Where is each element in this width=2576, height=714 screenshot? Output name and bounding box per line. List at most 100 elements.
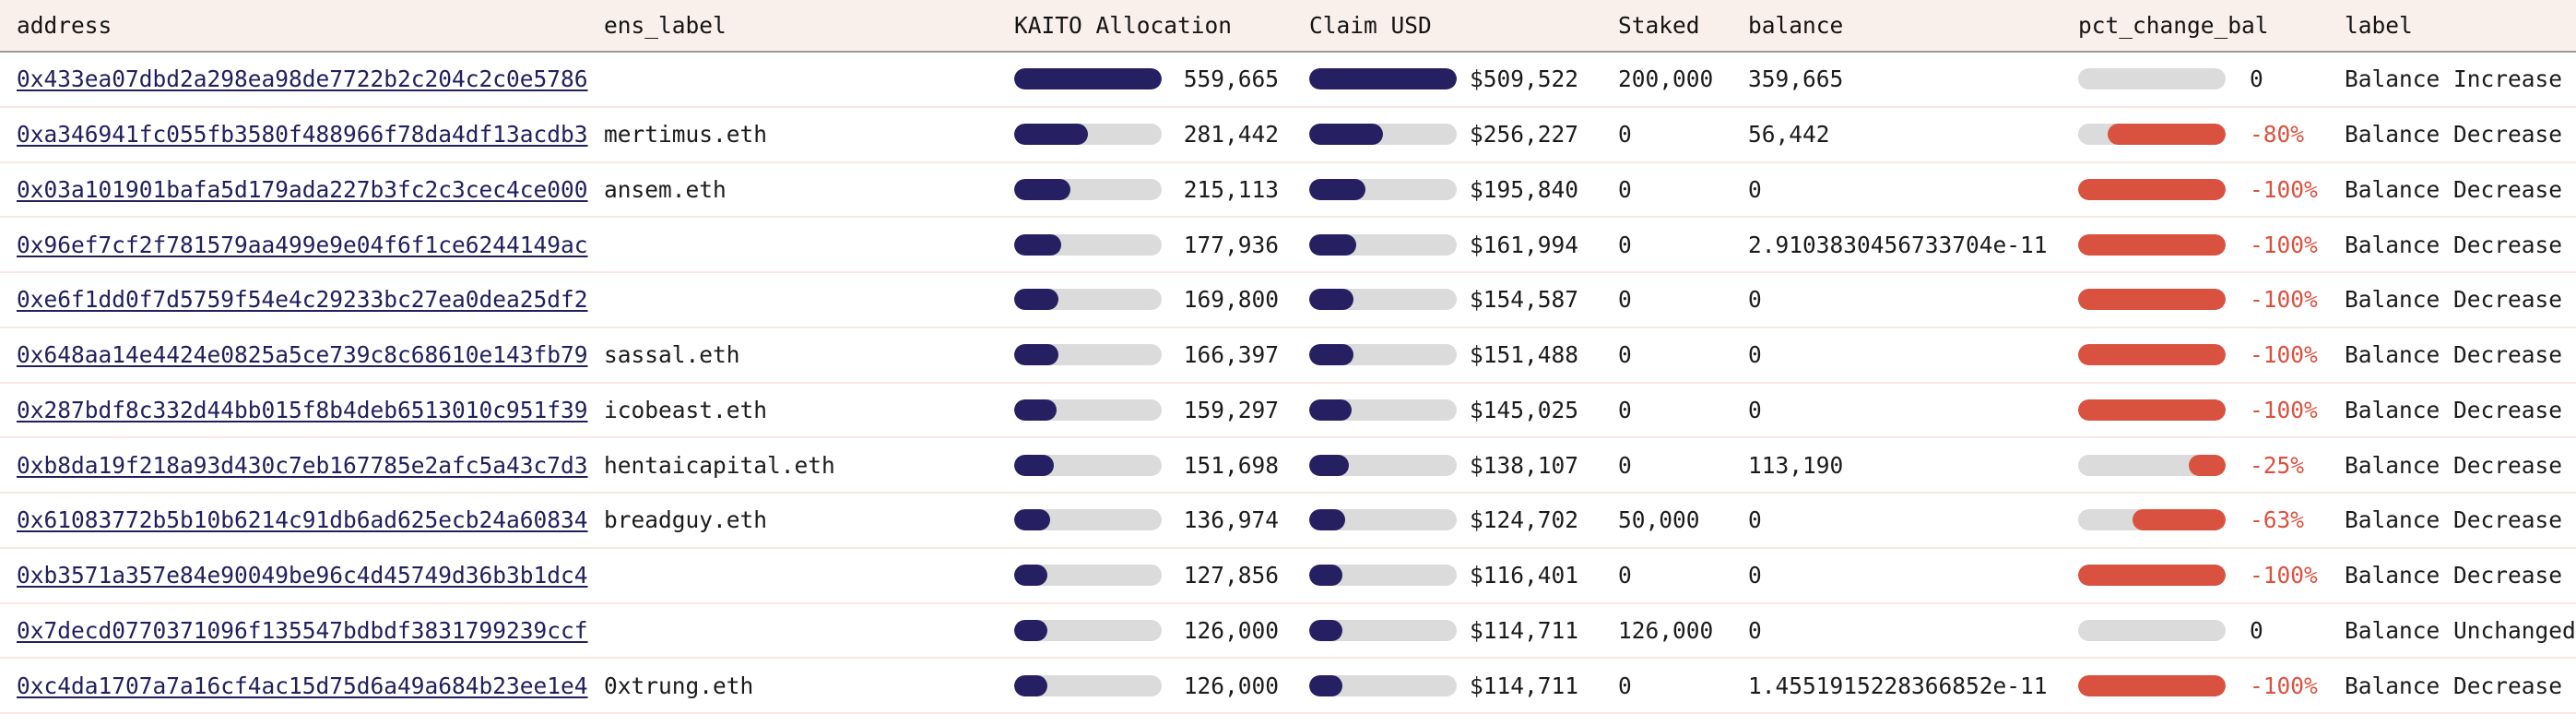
column-header-kaito-allocation: KAITO Allocation [1014, 12, 1233, 39]
allocation-bar-track [1014, 68, 1162, 90]
pct-change-cell: -80% [2078, 121, 2345, 148]
address-cell: 0x648aa14e4424e0825a5ce739c8c68610e143fb… [17, 341, 604, 368]
row-label: Balance Decrease [2345, 562, 2563, 589]
address-link[interactable]: 0x648aa14e4424e0825a5ce739c8c68610e143fb… [17, 341, 588, 369]
pct-change-value: -100% [2250, 341, 2318, 369]
table-row: 0xa346941fc055fb3580f488966f78da4df13acd… [0, 107, 2576, 163]
pct-change-cell: -63% [2078, 506, 2345, 533]
table-row: 0x648aa14e4424e0825a5ce739c8c68610e143fb… [0, 327, 2576, 384]
row-label: Balance Decrease [2345, 341, 2563, 369]
allocation-value: 127,856 [1183, 562, 1279, 589]
claim-usd-cell: $195,840 [1309, 176, 1618, 203]
allocation-value: 169,800 [1183, 286, 1279, 314]
allocation-cell: 126,000 [1014, 672, 1309, 699]
address-link[interactable]: 0x287bdf8c332d44bb015f8b4deb6513010c951f… [17, 396, 588, 423]
allocation-cell: 169,800 [1014, 286, 1309, 313]
allocation-value: 126,000 [1183, 672, 1279, 699]
balance-value: 359,665 [1748, 65, 1844, 93]
pct-change-bar-track [2078, 509, 2226, 531]
staked-value: 0 [1618, 396, 1632, 423]
claim-bar-track [1309, 565, 1457, 587]
pct-change-bar-fill [2078, 565, 2226, 587]
address-link[interactable]: 0x96ef7cf2f781579aa499e9e04f6f1ce6244149… [17, 231, 588, 258]
pct-change-bar-fill [2108, 124, 2226, 146]
address-link[interactable]: 0x433ea07dbd2a298ea98de7722b2c204c2c0e57… [17, 65, 588, 93]
allocation-cell: 166,397 [1014, 341, 1309, 368]
claim-bar-track [1309, 344, 1457, 366]
ens-label-cell: ansem.eth [604, 175, 727, 203]
pct-change-bar-track [2078, 454, 2226, 476]
claim-bar-track [1309, 454, 1457, 476]
claim-usd-cell: $114,711 [1309, 617, 1618, 644]
allocation-value: 177,936 [1183, 231, 1279, 258]
allocation-cell: 215,113 [1014, 176, 1309, 203]
pct-change-value: -100% [2250, 286, 2318, 314]
claim-value: $151,488 [1469, 341, 1578, 369]
pct-change-bar-fill [2189, 454, 2226, 476]
allocation-bar-fill [1014, 454, 1055, 476]
pct-change-bar-fill [2078, 399, 2226, 421]
staked-value: 200,000 [1618, 65, 1714, 93]
claim-bar-track [1309, 68, 1457, 90]
address-link[interactable]: 0x7decd0770371096f135547bdbdf3831799239c… [17, 616, 588, 644]
address-link[interactable]: 0xe6f1dd0f7d5759f54e4c29233bc27ea0dea25d… [17, 286, 588, 314]
table-row: 0x03a101901bafa5d179ada227b3fc2c3cec4ce0… [0, 162, 2576, 219]
claim-value: $145,025 [1469, 396, 1578, 423]
pct-change-bar-track [2078, 68, 2226, 90]
pct-change-cell: -100% [2078, 286, 2345, 313]
address-link[interactable]: 0xb8da19f218a93d430c7eb167785e2afc5a43c7… [17, 451, 588, 479]
column-header-label: label [2345, 12, 2413, 39]
allocation-bar-track [1014, 509, 1162, 531]
ens-label-cell: sassal.eth [604, 341, 740, 369]
address-link[interactable]: 0x61083772b5b10b6214c91db6ad625ecb24a608… [17, 506, 588, 534]
claim-value: $509,522 [1469, 65, 1578, 93]
column-header-ens-label: ens_label [604, 12, 727, 39]
address-cell: 0xe6f1dd0f7d5759f54e4c29233bc27ea0dea25d… [17, 286, 604, 313]
column-header-balance: balance [1748, 12, 1844, 39]
balance-value: 113,190 [1748, 451, 1844, 479]
address-link[interactable]: 0xb3571a357e84e90049be96c4d45749d36b3b1d… [17, 562, 588, 589]
claim-bar-fill [1309, 565, 1343, 587]
allocation-bar-fill [1014, 344, 1058, 366]
row-label: Balance Decrease [2345, 121, 2563, 149]
allocation-cell: 151,698 [1014, 452, 1309, 479]
claim-value: $114,711 [1469, 672, 1578, 699]
balance-value: 0 [1748, 506, 1762, 534]
claim-usd-cell: $124,702 [1309, 506, 1618, 533]
staked-value: 126,000 [1618, 616, 1714, 644]
ens-label-cell: breadguy.eth [604, 506, 768, 534]
allocation-cell: 281,442 [1014, 121, 1309, 148]
address-cell: 0x96ef7cf2f781579aa499e9e04f6f1ce6244149… [17, 232, 604, 258]
balance-value: 1.4551915228366852e-11 [1748, 672, 2048, 699]
staked-value: 0 [1618, 451, 1632, 479]
claim-usd-cell: $151,488 [1309, 341, 1618, 368]
address-link[interactable]: 0x03a101901bafa5d179ada227b3fc2c3cec4ce0… [17, 175, 588, 203]
address-link[interactable]: 0xc4da1707a7a16cf4ac15d75d6a49a684b23ee1… [17, 672, 588, 699]
claim-value: $124,702 [1469, 506, 1578, 534]
claim-usd-cell: $509,522 [1309, 65, 1618, 92]
table-row: 0xb8da19f218a93d430c7eb167785e2afc5a43c7… [0, 438, 2576, 494]
allocation-bar-track [1014, 619, 1162, 641]
claim-value: $256,227 [1469, 121, 1578, 149]
pct-change-value: 0 [2250, 616, 2263, 644]
claim-bar-fill [1309, 68, 1457, 90]
pct-change-bar-track [2078, 233, 2226, 256]
address-cell: 0xc4da1707a7a16cf4ac15d75d6a49a684b23ee1… [17, 672, 604, 699]
address-cell: 0x61083772b5b10b6214c91db6ad625ecb24a608… [17, 506, 604, 533]
claim-bar-track [1309, 399, 1457, 421]
claim-usd-cell: $138,107 [1309, 452, 1618, 479]
claim-bar-track [1309, 289, 1457, 311]
ens-label-cell: mertimus.eth [604, 121, 768, 149]
column-header-staked: Staked [1618, 12, 1700, 39]
allocation-bar-track [1014, 233, 1162, 256]
address-link[interactable]: 0xa346941fc055fb3580f488966f78da4df13acd… [17, 121, 588, 149]
pct-change-bar-track [2078, 619, 2226, 641]
pct-change-cell: -100% [2078, 232, 2345, 258]
allocation-bar-fill [1014, 399, 1057, 421]
allocation-value: 215,113 [1183, 175, 1279, 203]
allocation-value: 159,297 [1183, 396, 1279, 423]
allocation-bar-fill [1014, 233, 1061, 256]
table-body: 0x433ea07dbd2a298ea98de7722b2c204c2c0e57… [0, 53, 2576, 714]
address-cell: 0xb8da19f218a93d430c7eb167785e2afc5a43c7… [17, 452, 604, 479]
table-row: 0x287bdf8c332d44bb015f8b4deb6513010c951f… [0, 383, 2576, 439]
